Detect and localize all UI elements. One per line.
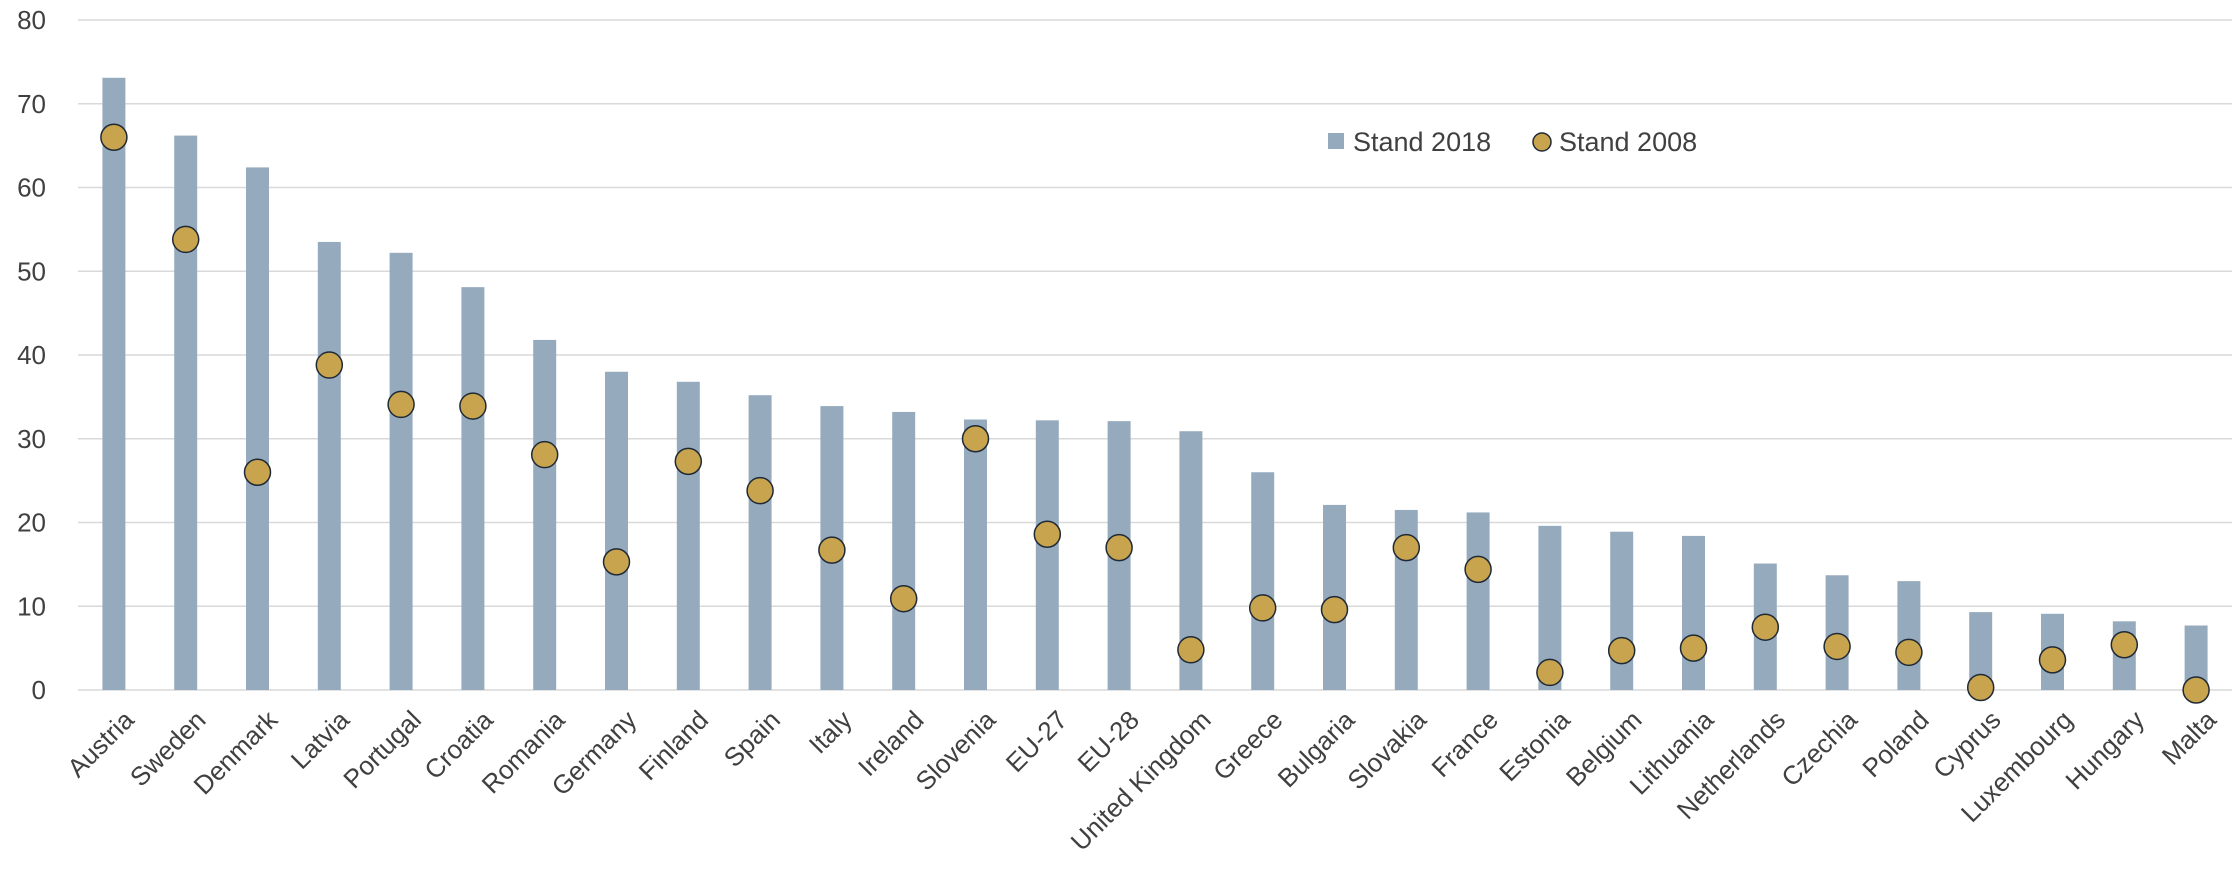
x-tick-label-malta: Malta: [2156, 704, 2223, 771]
bar-latvia: [317, 241, 341, 690]
dot-lithuania: [1679, 634, 1708, 662]
bar-portugal: [389, 252, 413, 690]
bar-belgium: [1610, 531, 1634, 690]
dot-france: [1464, 555, 1492, 584]
legend-swatch-stand-2018: [1328, 133, 1344, 149]
dot-czechia: [1823, 632, 1851, 661]
bar-croatia: [461, 287, 485, 690]
dot-portugal: [387, 390, 415, 419]
y-tick-label: 0: [32, 675, 46, 705]
dot-austria: [100, 123, 128, 151]
dot-united-kingdom: [1177, 636, 1205, 664]
bar-malta: [2184, 625, 2208, 690]
bar-germany: [605, 371, 628, 690]
legend-label-stand-2018: Stand 2018: [1353, 127, 1491, 157]
bar-lithuania: [1682, 535, 1705, 690]
dot-greece: [1248, 594, 1277, 622]
x-tick-label-eu-27: EU-27: [1000, 705, 1073, 778]
dot-luxembourg: [2038, 646, 2067, 674]
gridlines: [78, 19, 2232, 691]
dot-finland: [674, 447, 703, 476]
bar-estonia: [1538, 525, 1562, 690]
dot-bulgaria: [1320, 595, 1349, 624]
dot-hungary: [2110, 631, 2139, 659]
x-tick-label-finland: Finland: [633, 705, 715, 787]
y-tick-label: 10: [17, 591, 46, 621]
bar-poland: [1897, 581, 1921, 690]
x-tick-label-slovenia: Slovenia: [910, 704, 1002, 796]
legend-swatch-stand-2008: [1532, 132, 1552, 152]
bar-france: [1466, 512, 1490, 690]
x-tick-label-poland: Poland: [1856, 705, 1934, 783]
dot-denmark: [243, 458, 272, 486]
dot-croatia: [459, 392, 487, 420]
y-tick-label: 80: [17, 5, 46, 35]
y-tick-label: 20: [17, 508, 46, 538]
y-tick-label: 70: [17, 89, 46, 119]
dot-malta: [2182, 676, 2210, 704]
bar-eu-27: [1035, 420, 1059, 690]
y-tick-label: 50: [17, 256, 46, 286]
x-tick-label-spain: Spain: [718, 705, 786, 773]
bar-cyprus: [1969, 612, 1993, 690]
dot-netherlands: [1751, 613, 1780, 641]
x-tick-label-slovakia: Slovakia: [1341, 704, 1432, 795]
dot-latvia: [315, 351, 344, 379]
dot-cyprus: [1966, 673, 1995, 702]
dot-romania: [530, 440, 559, 469]
dot-spain: [746, 476, 774, 505]
bar-series: [102, 77, 2208, 691]
x-tick-label-france: France: [1425, 705, 1503, 783]
y-tick-label: 60: [17, 173, 46, 203]
bar-greece: [1251, 472, 1275, 690]
bar-spain: [748, 395, 772, 690]
bar-romania: [533, 339, 557, 690]
bar-sweden: [174, 135, 198, 690]
dot-slovakia: [1392, 533, 1421, 562]
dot-ireland: [889, 584, 918, 613]
legend-label-stand-2008: Stand 2008: [1559, 127, 1697, 157]
dot-germany: [602, 548, 631, 576]
y-tick-label: 40: [17, 340, 46, 370]
dot-belgium: [1607, 636, 1636, 665]
x-tick-label-italy: Italy: [803, 705, 858, 760]
dot-eu-27: [1033, 520, 1062, 548]
bar-denmark: [246, 167, 269, 690]
bar-czechia: [1825, 575, 1849, 690]
bar-ireland: [892, 411, 916, 690]
y-axis: 0 10 20 30 40 50 60 70 80: [17, 5, 46, 705]
y-tick-label: 30: [17, 424, 46, 454]
x-tick-label-czechia: Czechia: [1775, 704, 1863, 792]
dot-italy: [818, 536, 846, 564]
dot-poland: [1895, 638, 1923, 667]
bar-austria: [102, 77, 126, 691]
dot-slovenia: [961, 425, 990, 453]
x-tick-label-portugal: Portugal: [337, 705, 427, 795]
dot-estonia: [1536, 658, 1564, 687]
bar-united-kingdom: [1179, 431, 1203, 690]
legend: Stand 2018 Stand 2008: [1328, 127, 1697, 157]
x-tick-label-hungary: Hungary: [2059, 705, 2150, 796]
dot-sweden: [171, 225, 200, 254]
bar-finland: [676, 381, 700, 690]
dot-series: [100, 123, 2210, 704]
bar-slovenia: [964, 419, 987, 690]
dot-eu-28: [1105, 533, 1133, 562]
